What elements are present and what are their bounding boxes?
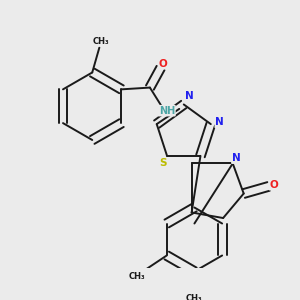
Text: N: N [185, 91, 194, 100]
Text: O: O [159, 58, 168, 69]
Text: CH₃: CH₃ [186, 294, 203, 300]
Text: O: O [269, 180, 278, 190]
Text: S: S [160, 158, 167, 168]
Text: CH₃: CH₃ [93, 37, 110, 46]
Text: CH₃: CH₃ [128, 272, 145, 281]
Text: NH: NH [159, 106, 175, 116]
Text: N: N [232, 153, 241, 163]
Text: N: N [215, 117, 224, 127]
